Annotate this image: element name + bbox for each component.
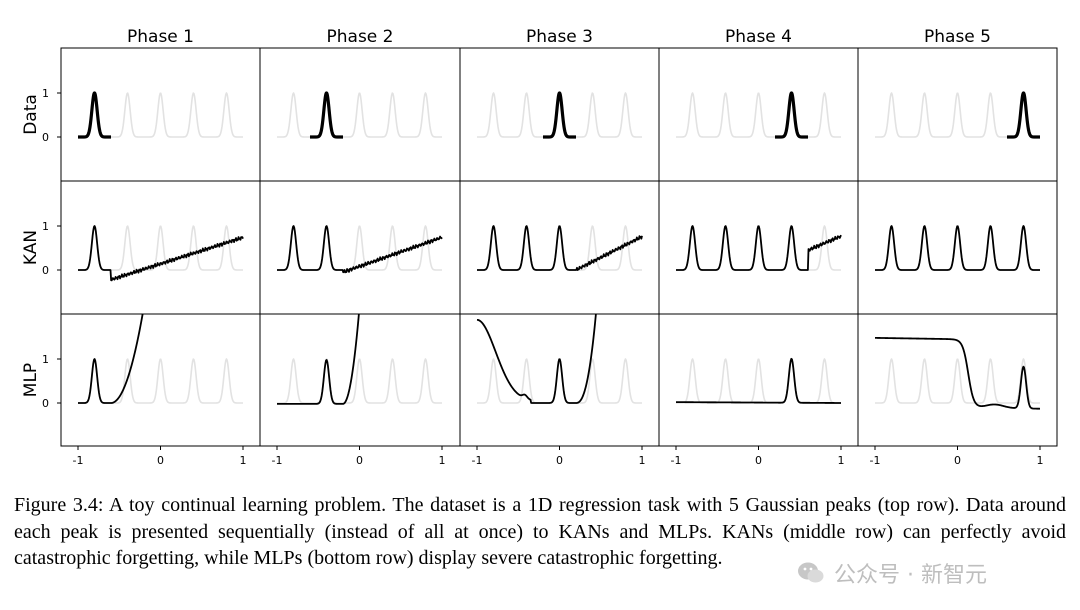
x-tick-label: -1 (472, 454, 483, 467)
row-label-data: Data (21, 94, 41, 135)
row-label-kan: KAN (21, 230, 41, 265)
phase-title-5: Phase 5 (924, 27, 991, 47)
x-tick-label: 0 (157, 454, 164, 467)
y-tick-label: 0 (42, 264, 49, 277)
x-tick-label: -1 (870, 454, 881, 467)
x-tick-label: -1 (73, 454, 84, 467)
x-tick-label: -1 (671, 454, 682, 467)
x-tick-label: 1 (439, 454, 446, 467)
watermark: 公众号 · 新智元 (796, 556, 1058, 590)
row-label-mlp: MLP (21, 363, 41, 397)
watermark-text: 公众号 · 新智元 (834, 563, 987, 588)
figure-grid: Phase 1 Phase 2 Phase 3 Phase 4 Phase 5 Data K… (21, 27, 1058, 467)
kan-fit-curve (675, 225, 842, 271)
x-tick-label: 1 (838, 454, 845, 467)
mlp-fit-curve (77, 314, 144, 404)
data-ghost-curve (77, 92, 244, 138)
x-tick-label: -1 (272, 454, 283, 467)
x-tick-label: 1 (639, 454, 646, 467)
mlp-ghost-curve (276, 358, 443, 404)
y-tick-label: 1 (42, 353, 49, 366)
data-phase-curve (76, 91, 113, 139)
phase-title-3: Phase 3 (526, 27, 593, 47)
x-tick-label: 1 (1037, 454, 1044, 467)
figure-caption: Figure 3.4: A toy continual learning pro… (14, 494, 1066, 569)
x-tick-label: 0 (356, 454, 363, 467)
data-ghost-curve (675, 92, 842, 138)
y-tick-label: 1 (42, 220, 49, 233)
y-tick-label: 0 (42, 131, 49, 144)
kan-ghost-curve (476, 225, 643, 271)
data-ghost-curve (874, 92, 1041, 138)
data-ghost-curve (276, 92, 443, 138)
mlp-fit-curve (675, 357, 842, 404)
mlp-fit-curve (476, 314, 597, 404)
phase-title-1: Phase 1 (127, 27, 194, 47)
kan-fit-curve (476, 225, 643, 271)
panel-frame (857, 313, 1058, 447)
data-phase-curve (773, 91, 810, 139)
data-phase-curve (1005, 91, 1042, 139)
kan-fit-curve (77, 225, 244, 282)
y-tick-label: 1 (42, 87, 49, 100)
kan-fit-curve (874, 225, 1041, 271)
wechat-logo-icon (798, 562, 824, 583)
data-phase-curve (308, 91, 345, 139)
y-tick-label: 0 (42, 397, 49, 410)
x-tick-label: 0 (556, 454, 563, 467)
mlp-ghost-curve (77, 358, 244, 404)
kan-fit-curve (276, 225, 443, 274)
phase-title-2: Phase 2 (327, 27, 394, 47)
mlp-ghost-curve (874, 358, 1041, 404)
phase-title-4: Phase 4 (725, 27, 792, 47)
x-tick-label: 1 (240, 454, 247, 467)
mlp-fit-curve (874, 336, 1041, 410)
mlp-ghost-curve (675, 358, 842, 404)
x-tick-label: 0 (755, 454, 762, 467)
mlp-fit-curve (276, 314, 360, 405)
kan-ghost-curve (874, 225, 1041, 271)
data-phase-curve (541, 91, 578, 139)
x-tick-label: 0 (954, 454, 961, 467)
